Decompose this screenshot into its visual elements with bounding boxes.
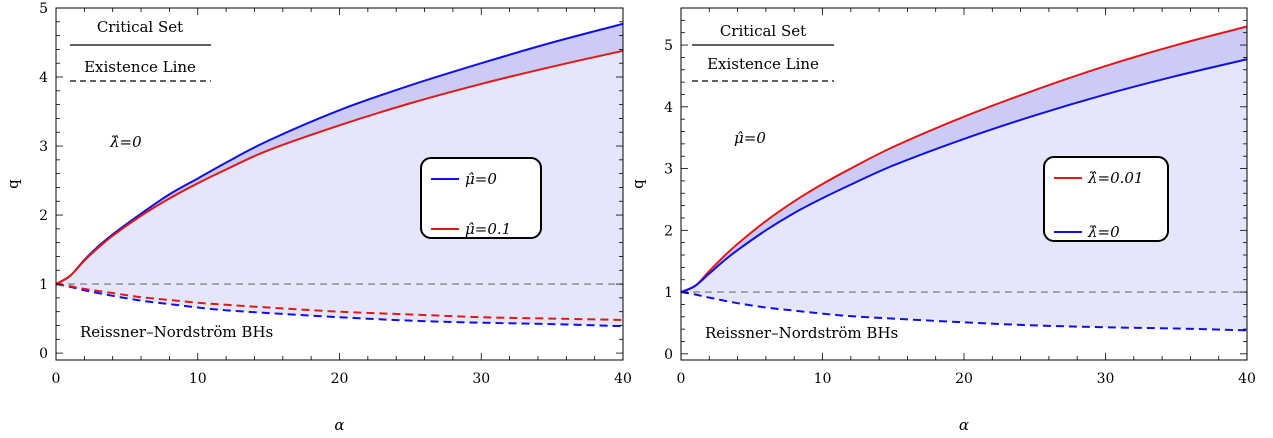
- band-fill: [56, 23, 623, 285]
- y-tick-label: 2: [39, 208, 48, 224]
- y-tick-label: 4: [664, 100, 673, 116]
- x-axis-title: α: [959, 416, 969, 434]
- series-line-3: [680, 291, 1248, 332]
- x-tick-label: 0: [677, 371, 686, 387]
- parameter-label: λ̂=0: [109, 133, 142, 151]
- y-tick-label: 2: [664, 223, 673, 239]
- x-tick-label: 40: [614, 371, 632, 387]
- chart-panel-1: 0 10 20 30 40 0 1 2 3 4 5 α q Critical Set Existence L…: [4, 1, 632, 434]
- rn-bh-label: Reissner–Nordström BHs: [705, 324, 898, 342]
- y-tick-label: 1: [39, 277, 48, 293]
- x-tick-label: 10: [814, 371, 832, 387]
- legend-entry: λ̂=0: [1087, 223, 1120, 241]
- y-tick-label: 3: [664, 162, 673, 178]
- x-tick-label: 30: [472, 371, 490, 387]
- rn-bh-label: Reissner–Nordström BHs: [80, 323, 273, 341]
- x-tick-label: 10: [189, 371, 207, 387]
- y-axis-title: q: [4, 179, 22, 189]
- y-tick-label: 0: [664, 347, 673, 363]
- legend-entry: μ̂=0: [465, 170, 497, 188]
- x-tick-label: 20: [331, 371, 349, 387]
- region-fill: [681, 26, 1247, 331]
- x-tick-label: 0: [52, 371, 61, 387]
- legend-entry: λ̂=0.01: [1087, 169, 1143, 187]
- x-tick-label: 20: [955, 371, 973, 387]
- legend-entry: μ̂=0.1: [465, 220, 511, 238]
- series-line-1: [680, 25, 1248, 294]
- x-tick-label: 30: [1097, 371, 1115, 387]
- series-line-4: [55, 283, 624, 321]
- y-axis-title: q: [629, 179, 647, 189]
- critical-set-label: Critical Set: [97, 18, 183, 36]
- y-tick-label: 5: [664, 38, 673, 54]
- critical-set-label: Critical Set: [720, 22, 806, 40]
- region-fill: [56, 23, 623, 327]
- existence-line-label: Existence Line: [84, 58, 196, 76]
- series-line-3: [55, 283, 624, 328]
- y-tick-label: 1: [664, 285, 673, 301]
- series-line-2: [55, 49, 624, 285]
- y-tick-label: 4: [39, 70, 48, 86]
- x-axis-title: α: [334, 416, 344, 434]
- existence-line-label: Existence Line: [707, 55, 819, 73]
- series-line-2: [680, 58, 1248, 293]
- y-tick-label: 0: [39, 346, 48, 362]
- x-tick-label: 40: [1238, 371, 1256, 387]
- chart-panel-2: 0 10 20 30 40 0 1 2 3 4 5 α q Critical Set Existence L…: [629, 7, 1256, 434]
- y-tick-label: 3: [39, 139, 48, 155]
- band-fill: [681, 26, 1247, 293]
- y-tick-label: 5: [39, 1, 48, 17]
- parameter-label: μ̂=0: [734, 129, 766, 147]
